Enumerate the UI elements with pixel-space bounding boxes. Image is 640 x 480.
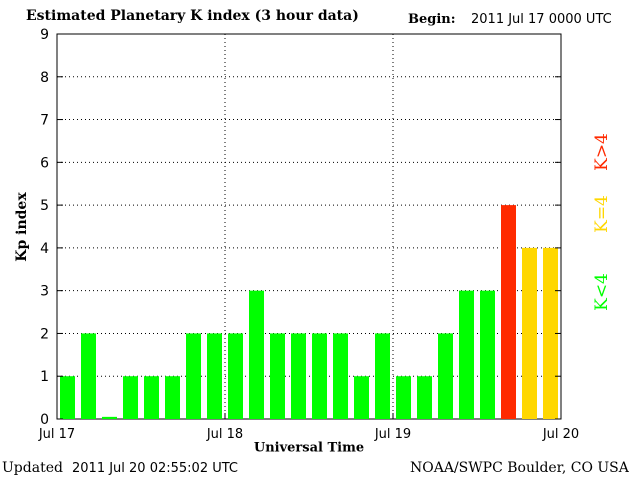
kp-bar [186, 333, 201, 419]
x-tick-label: Jul 18 [206, 427, 243, 442]
begin-value: 2011 Jul 17 0000 UTC [471, 12, 612, 27]
legend-low: K<4 [592, 273, 612, 311]
kp-bar [396, 376, 411, 419]
kp-bar [123, 376, 138, 419]
y-tick-label: 8 [40, 70, 49, 86]
y-tick-label: 0 [40, 412, 49, 428]
plot-frame [56, 33, 562, 420]
kp-bar [543, 247, 558, 419]
updated-label: Updated [2, 460, 63, 476]
legend-high: K>4 [592, 133, 612, 171]
kp-bar [438, 333, 453, 419]
kp-bar [354, 376, 369, 419]
updated-value: 2011 Jul 20 02:55:02 UTC [72, 461, 238, 476]
y-ticks: 0 1 2 3 4 5 6 7 8 9 [40, 27, 561, 428]
kp-bar [480, 290, 495, 419]
kp-bar [144, 376, 159, 419]
x-tick-label: Jul 20 [542, 427, 579, 442]
kp-bar [207, 333, 222, 419]
x-axis-label: Universal Time [253, 440, 365, 456]
kp-bar [333, 333, 348, 419]
chart-title: Estimated Planetary K index (3 hour data… [26, 8, 359, 24]
kp-bar [312, 333, 327, 419]
kp-bar [102, 416, 117, 419]
kp-bar [81, 333, 96, 419]
y-tick-label: 9 [40, 27, 49, 43]
kp-bar [501, 205, 516, 419]
begin-label: Begin: [408, 12, 456, 27]
source-credit: NOAA/SWPC Boulder, CO USA [410, 460, 629, 476]
y-axis-label: Kp index [14, 192, 30, 262]
y-tick-label: 6 [40, 155, 49, 171]
y-tick-label: 4 [40, 241, 49, 257]
kp-bar [165, 376, 180, 419]
y-tick-label: 3 [40, 284, 49, 300]
y-tick-label: 2 [40, 326, 49, 342]
legend-equal: K=4 [592, 195, 612, 233]
grid-lines [57, 34, 561, 419]
x-tick-label: Jul 19 [374, 427, 411, 442]
kp-bar [522, 247, 537, 419]
y-tick-label: 1 [40, 369, 49, 385]
x-ticks: Jul 17 Jul 18 Jul 19 Jul 20 [38, 413, 579, 442]
kp-bar [270, 333, 285, 419]
kp-bar [60, 376, 75, 419]
bars [60, 205, 558, 419]
kp-bar [417, 376, 432, 419]
x-tick-label: Jul 17 [38, 427, 75, 442]
kp-bar [459, 290, 474, 419]
kp-bar [375, 333, 390, 419]
kp-bar [249, 290, 264, 419]
y-tick-label: 5 [40, 198, 49, 214]
kp-bar [228, 333, 243, 419]
y-tick-label: 7 [40, 113, 49, 129]
kp-bar [291, 333, 306, 419]
